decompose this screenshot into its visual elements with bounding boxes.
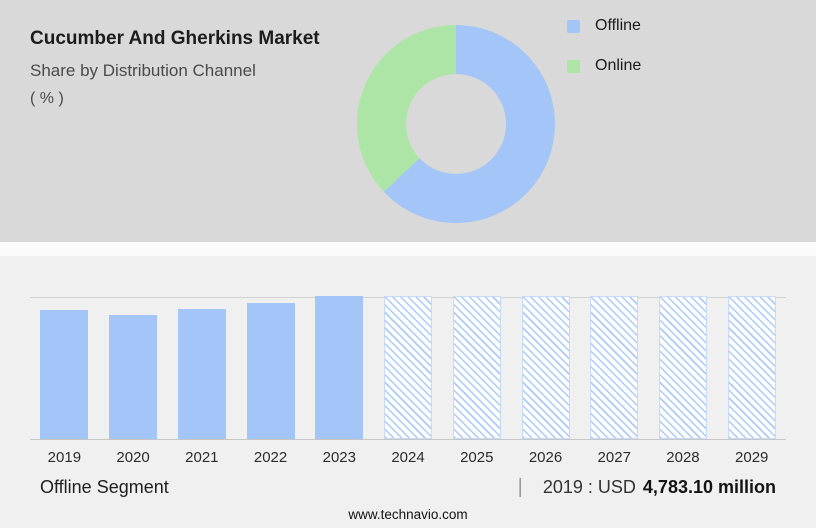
legend-label-offline: Offline	[595, 17, 641, 34]
forecast-bar-2027	[590, 296, 639, 439]
forecast-bar-2028	[658, 296, 707, 439]
bar-2022	[246, 303, 295, 439]
year-label: 2024	[391, 449, 425, 466]
bar-column	[511, 296, 580, 439]
legend-item-offline: Offline	[567, 16, 641, 36]
year-label: 2022	[253, 449, 288, 466]
bar-column	[717, 296, 786, 439]
bar-column	[442, 296, 511, 439]
year-label: 2019	[47, 449, 82, 466]
footer: Offline Segment | 2019 : USD 4,783.10 mi…	[40, 476, 776, 499]
section-divider	[0, 242, 816, 256]
value-bold: 4,783.10 million	[642, 477, 776, 497]
title-block: Cucumber And Gherkins Market Share by Di…	[30, 28, 320, 108]
page-subtitle: Share by Distribution Channel	[30, 61, 256, 80]
donut-chart	[357, 25, 555, 223]
legend: Offline Online	[567, 16, 641, 96]
bar-column	[649, 296, 718, 439]
forecast-bar-2025	[452, 296, 501, 439]
year-label: 2020	[116, 449, 150, 466]
bar-chart-columns	[30, 296, 786, 440]
chart-section: 2019 2020 2021 2022 2023 2024 2025 2026 2027 2028…	[0, 256, 816, 528]
bar-column	[580, 296, 649, 439]
forecast-bar-2024	[384, 296, 433, 439]
year-label: 2025	[460, 449, 494, 466]
forecast-bar-2026	[521, 296, 570, 439]
year-label: 2023	[322, 449, 356, 466]
bar-2023	[315, 296, 364, 439]
unit-label: ( % )	[30, 90, 64, 107]
year-label: 2026	[528, 449, 563, 466]
year-label: 2021	[185, 449, 219, 466]
bar-column	[99, 298, 168, 439]
online-swatch	[567, 59, 580, 73]
year-label: 2029	[735, 449, 769, 466]
legend-item-online: Online	[567, 56, 641, 76]
forecast-bar-2029	[727, 296, 776, 439]
year-label: 2028	[666, 449, 700, 466]
bar-2021	[177, 308, 226, 439]
segment-label: Offline Segment	[40, 477, 169, 497]
website-url: www.technavio.com	[348, 507, 468, 522]
value-group: | 2019 : USD 4,783.10 million	[518, 476, 776, 499]
bar-chart-labels: 2019 2020 2021 2022 2023 2024 2025 2026 2027 2028…	[30, 449, 786, 466]
bar-column	[305, 296, 374, 439]
bar-column	[374, 296, 443, 439]
offline-swatch	[567, 19, 580, 33]
bar-2020	[109, 314, 158, 439]
bar-2019	[40, 310, 89, 439]
bar-column	[167, 298, 236, 439]
value-prefix: 2019 : USD	[542, 477, 636, 497]
year-label: 2027	[597, 449, 631, 466]
header-section: Cucumber And Gherkins Market Share by Di…	[0, 0, 816, 242]
legend-label-online: Online	[595, 57, 642, 74]
bar-chart: 2019 2020 2021 2022 2023 2024 2025 2026 2027 2028…	[30, 296, 786, 466]
bar-column	[30, 298, 99, 439]
bar-column	[236, 298, 305, 439]
page-title: Cucumber And Gherkins Market	[30, 28, 320, 49]
footer-separator: |	[517, 476, 523, 498]
